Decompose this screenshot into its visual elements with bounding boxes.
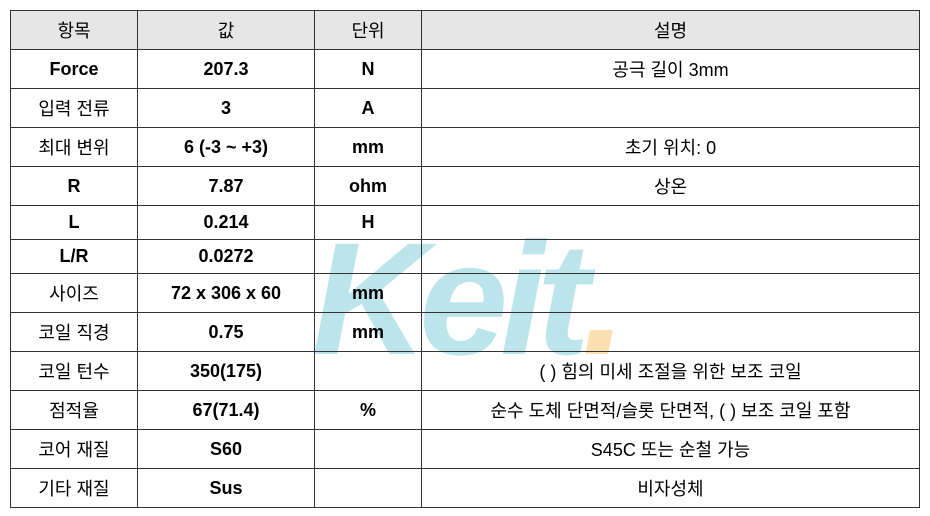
cell-unit: mm xyxy=(315,274,422,313)
table-row: 점적율 67(71.4) % 순수 도체 단면적/슬롯 단면적, ( ) 보조 … xyxy=(11,391,920,430)
cell-value: 6 (-3 ~ +3) xyxy=(138,128,315,167)
cell-unit xyxy=(315,240,422,274)
cell-item: Force xyxy=(11,50,138,89)
cell-unit xyxy=(315,352,422,391)
cell-unit: H xyxy=(315,206,422,240)
cell-item: 기타 재질 xyxy=(11,469,138,508)
cell-desc xyxy=(422,240,920,274)
cell-desc xyxy=(422,313,920,352)
cell-value: 0.214 xyxy=(138,206,315,240)
table-row: R 7.87 ohm 상온 xyxy=(11,167,920,206)
cell-value: 67(71.4) xyxy=(138,391,315,430)
header-value: 값 xyxy=(138,11,315,50)
cell-unit xyxy=(315,430,422,469)
cell-desc: ( ) 힘의 미세 조절을 위한 보조 코일 xyxy=(422,352,920,391)
table-row: Force 207.3 N 공극 길이 3mm xyxy=(11,50,920,89)
cell-item: 코어 재질 xyxy=(11,430,138,469)
cell-unit: A xyxy=(315,89,422,128)
cell-desc: 초기 위치: 0 xyxy=(422,128,920,167)
cell-desc: 공극 길이 3mm xyxy=(422,50,920,89)
cell-item: 점적율 xyxy=(11,391,138,430)
header-item: 항목 xyxy=(11,11,138,50)
cell-value: 0.75 xyxy=(138,313,315,352)
cell-item: 최대 변위 xyxy=(11,128,138,167)
cell-desc: 순수 도체 단면적/슬롯 단면적, ( ) 보조 코일 포함 xyxy=(422,391,920,430)
cell-desc: S45C 또는 순철 가능 xyxy=(422,430,920,469)
cell-value: 0.0272 xyxy=(138,240,315,274)
cell-item: 코일 턴수 xyxy=(11,352,138,391)
cell-value: Sus xyxy=(138,469,315,508)
cell-unit: ohm xyxy=(315,167,422,206)
cell-value: 350(175) xyxy=(138,352,315,391)
cell-desc xyxy=(422,206,920,240)
cell-unit xyxy=(315,469,422,508)
cell-desc: 비자성체 xyxy=(422,469,920,508)
table-row: L 0.214 H xyxy=(11,206,920,240)
cell-desc: 상온 xyxy=(422,167,920,206)
cell-unit: mm xyxy=(315,313,422,352)
cell-item: 코일 직경 xyxy=(11,313,138,352)
cell-value: 7.87 xyxy=(138,167,315,206)
cell-item: R xyxy=(11,167,138,206)
cell-item: 사이즈 xyxy=(11,274,138,313)
table-row: 기타 재질 Sus 비자성체 xyxy=(11,469,920,508)
header-unit: 단위 xyxy=(315,11,422,50)
cell-item: L/R xyxy=(11,240,138,274)
table-row: 입력 전류 3 A xyxy=(11,89,920,128)
table-row: 코어 재질 S60 S45C 또는 순철 가능 xyxy=(11,430,920,469)
cell-value: 72 x 306 x 60 xyxy=(138,274,315,313)
cell-unit: mm xyxy=(315,128,422,167)
table-row: L/R 0.0272 xyxy=(11,240,920,274)
cell-item: 입력 전류 xyxy=(11,89,138,128)
cell-value: S60 xyxy=(138,430,315,469)
cell-item: L xyxy=(11,206,138,240)
table-row: 코일 직경 0.75 mm xyxy=(11,313,920,352)
cell-unit: N xyxy=(315,50,422,89)
header-desc: 설명 xyxy=(422,11,920,50)
table-row: 최대 변위 6 (-3 ~ +3) mm 초기 위치: 0 xyxy=(11,128,920,167)
cell-desc xyxy=(422,274,920,313)
header-row: 항목 값 단위 설명 xyxy=(11,11,920,50)
table-row: 사이즈 72 x 306 x 60 mm xyxy=(11,274,920,313)
cell-desc xyxy=(422,89,920,128)
cell-unit: % xyxy=(315,391,422,430)
table-row: 코일 턴수 350(175) ( ) 힘의 미세 조절을 위한 보조 코일 xyxy=(11,352,920,391)
cell-value: 207.3 xyxy=(138,50,315,89)
table-body: Force 207.3 N 공극 길이 3mm 입력 전류 3 A 최대 변위 … xyxy=(11,50,920,508)
spec-table: 항목 값 단위 설명 Force 207.3 N 공극 길이 3mm 입력 전류… xyxy=(10,10,920,508)
cell-value: 3 xyxy=(138,89,315,128)
